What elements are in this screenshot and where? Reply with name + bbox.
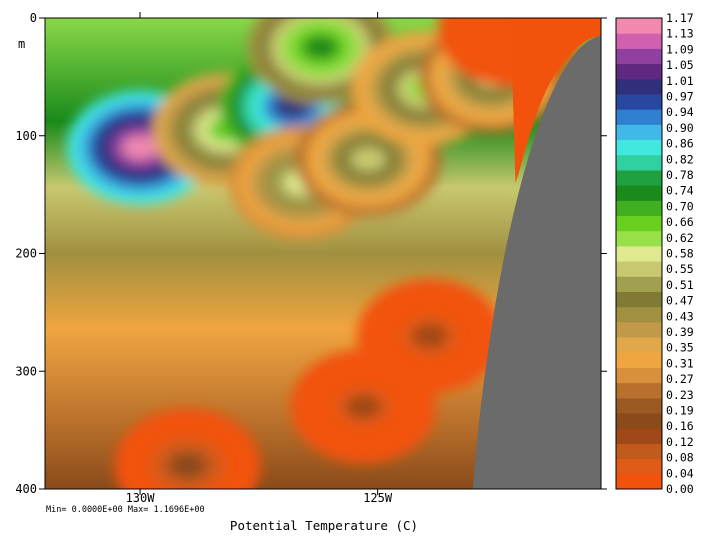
colorbar-swatch xyxy=(616,306,662,323)
colorbar-swatch xyxy=(616,169,662,186)
colorbar-label: 1.05 xyxy=(666,58,694,72)
colorbar-label: 0.86 xyxy=(666,137,694,151)
colorbar-swatch xyxy=(616,124,662,141)
colorbar-label: 0.16 xyxy=(666,419,694,433)
colorbar-swatch xyxy=(616,78,662,95)
colorbar-label: 0.00 xyxy=(666,482,694,496)
colorbar-label: 0.08 xyxy=(666,451,694,465)
colorbar-label: 0.78 xyxy=(666,168,694,182)
colorbar-swatch xyxy=(616,321,662,338)
colorbar-swatch xyxy=(616,109,662,125)
colorbar-label: 0.39 xyxy=(666,325,694,339)
y-tick-label: 100 xyxy=(15,129,37,143)
y-axis: 0 100 200 300 400 xyxy=(15,11,607,496)
colorbar-swatch xyxy=(616,473,662,490)
x-tick-label: 130W xyxy=(126,491,156,505)
colorbar-label: 0.58 xyxy=(666,247,694,261)
colorbar-label: 0.90 xyxy=(666,121,694,135)
colorbar-label: 0.51 xyxy=(666,278,694,292)
colorbar-swatch xyxy=(616,458,662,475)
stats-text: Min= 0.0000E+00 Max= 1.1696E+00 xyxy=(46,505,205,515)
colorbar-label: 0.66 xyxy=(666,215,694,229)
land-mask xyxy=(472,35,601,489)
colorbar-label: 1.13 xyxy=(666,27,694,41)
colorbar-label: 1.09 xyxy=(666,42,694,56)
x-axis: 130W 125W xyxy=(126,12,393,505)
colorbar-label: 0.43 xyxy=(666,309,694,323)
colorbar-swatch xyxy=(616,33,662,49)
plot-area xyxy=(45,18,601,489)
x-tick-label: 125W xyxy=(363,491,393,505)
colorbar-swatch xyxy=(616,230,662,247)
colorbar-label: 0.55 xyxy=(666,262,694,276)
colorbar-swatch xyxy=(616,200,662,217)
y-tick-label: 200 xyxy=(15,247,37,261)
feature-ring xyxy=(302,35,339,60)
colorbar-swatch xyxy=(616,382,662,399)
feature-10 xyxy=(356,278,503,393)
y-tick-label: 0 xyxy=(30,11,37,25)
colorbar-swatch xyxy=(616,185,662,201)
colorbar-label: 0.12 xyxy=(666,435,694,449)
colorbar-swatch xyxy=(616,63,662,80)
y-tick-label: 400 xyxy=(15,482,37,496)
colorbar-label: 0.47 xyxy=(666,294,694,308)
colorbar-swatch xyxy=(616,18,662,34)
colorbar-swatch xyxy=(616,93,662,110)
colorbar-swatch xyxy=(616,367,662,384)
colorbar-swatch xyxy=(616,48,662,65)
feature-8 xyxy=(114,408,261,489)
colorbar-label: 0.97 xyxy=(666,90,694,104)
colorbar-label: 0.94 xyxy=(666,105,694,119)
colorbar-label: 0.19 xyxy=(666,404,694,418)
colorbar-label: 0.23 xyxy=(666,388,694,402)
colorbar-swatch xyxy=(616,245,662,262)
feature-ring xyxy=(122,135,159,160)
colorbar-label: 0.62 xyxy=(666,231,694,245)
colorbar-swatch xyxy=(616,397,662,414)
colorbar-label: 1.17 xyxy=(666,11,694,25)
colorbar-frame xyxy=(615,17,663,490)
colorbar-label: 0.27 xyxy=(666,372,694,386)
colorbar-label: 0.82 xyxy=(666,152,694,166)
colorbar-swatch xyxy=(616,443,662,460)
colorbar-swatch xyxy=(616,139,662,156)
colorbar-swatch xyxy=(616,276,662,292)
colorbar-swatch xyxy=(616,261,662,277)
feature-ring xyxy=(345,394,382,419)
colorbar-label: 0.31 xyxy=(666,356,694,370)
colorbar-swatch xyxy=(616,337,662,353)
x-axis-title: Potential Temperature (C) xyxy=(230,518,418,533)
colorbar-label: 0.35 xyxy=(666,341,694,355)
colorbar-label: 1.01 xyxy=(666,74,694,88)
colorbar-swatch xyxy=(616,413,662,429)
colorbar-swatch xyxy=(616,428,662,444)
colorbar-swatch xyxy=(616,352,662,368)
colorbar-label: 0.74 xyxy=(666,184,694,198)
feature-ring xyxy=(411,323,448,348)
y-tick-label: 300 xyxy=(15,364,37,378)
feature-ring xyxy=(169,453,206,478)
y-axis-unit: m xyxy=(18,37,25,51)
feature-ring xyxy=(350,147,387,172)
surface-max-region xyxy=(510,18,601,183)
colorbar-label: 0.70 xyxy=(666,199,694,213)
colorbar-swatch xyxy=(616,291,662,308)
colorbar-label: 0.04 xyxy=(666,466,694,480)
colorbar-swatch xyxy=(616,215,662,232)
colorbar: 0.00 0.040.08 0.12 0.160.19 0.23 0.27 0.310.35… xyxy=(615,11,694,496)
colorbar-swatch xyxy=(616,154,662,171)
